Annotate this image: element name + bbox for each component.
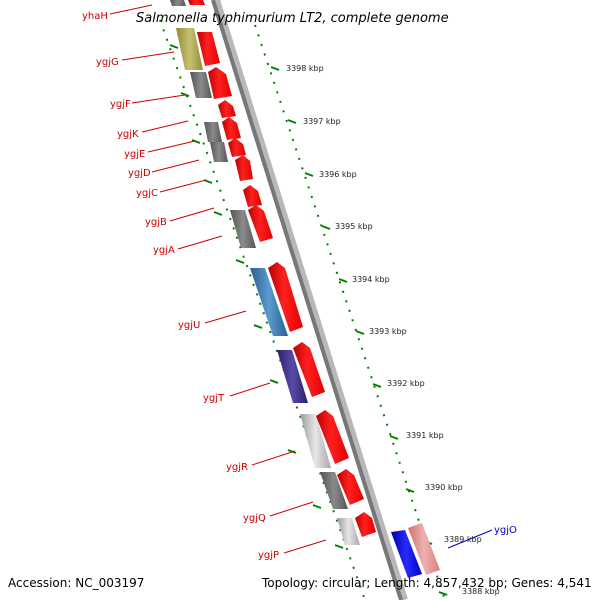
topology-label: Topology: circular; Length: 4,857,432 bp… <box>261 576 592 590</box>
major-ticks <box>169 44 448 596</box>
map-title: Salmonella typhimurium LT2, complete gen… <box>136 11 449 26</box>
gene-label-ygjP[interactable]: ygjP <box>258 550 279 561</box>
gene-arrow[interactable] <box>188 0 205 5</box>
gene-label-ygjF[interactable]: ygjF <box>110 99 131 110</box>
gene-label-ygjR[interactable]: ygjR <box>226 462 248 473</box>
gene-block[interactable] <box>176 28 203 70</box>
gene-arrow[interactable] <box>316 410 349 464</box>
tick-label-3389: 3389 kbp <box>444 535 482 544</box>
gene-arrow[interactable] <box>197 32 220 66</box>
gene-label-ygjK[interactable]: ygjK <box>117 129 139 140</box>
gene-block[interactable] <box>170 0 186 6</box>
gene-label-ygjU[interactable]: ygjU <box>178 320 200 331</box>
gene-label-ygjO[interactable]: ygjO <box>494 525 517 536</box>
gene-label-ygjQ[interactable]: ygjQ <box>243 513 266 524</box>
gene-label-ygjD[interactable]: ygjD <box>128 168 151 179</box>
gene-label-ygjA[interactable]: ygjA <box>153 245 175 256</box>
inner-strand-genes <box>170 0 422 578</box>
gene-label-yhaH[interactable]: yhaH <box>82 11 108 22</box>
gene-arrow[interactable] <box>268 262 303 332</box>
gene-arrow[interactable] <box>408 523 440 575</box>
gene-block[interactable] <box>277 350 308 403</box>
gene-arrow[interactable] <box>293 342 325 397</box>
gene-label-ygjT[interactable]: ygjT <box>203 393 225 404</box>
gene-arrow[interactable] <box>337 469 364 505</box>
tick-label-3393: 3393 kbp <box>369 327 407 336</box>
tick-label-3391: 3391 kbp <box>406 431 444 440</box>
tick-label-3395: 3395 kbp <box>335 222 373 231</box>
gene-arrow[interactable] <box>208 67 232 99</box>
gene-block[interactable] <box>320 472 348 509</box>
gene-arrow[interactable] <box>222 117 241 140</box>
gene-block[interactable] <box>230 210 256 248</box>
gene-arrow[interactable] <box>243 185 262 207</box>
outer-strand-genes <box>188 0 440 575</box>
tick-label-3388: 3388 kbp <box>462 587 500 596</box>
tick-label-3390: 3390 kbp <box>425 483 463 492</box>
gene-block[interactable] <box>300 414 331 468</box>
tick-label-3398: 3398 kbp <box>286 64 324 73</box>
tick-label-3396: 3396 kbp <box>319 170 357 179</box>
gene-block[interactable] <box>250 268 288 336</box>
gene-label-ygjC[interactable]: ygjC <box>136 188 158 199</box>
tick-label-3392: 3392 kbp <box>387 379 425 388</box>
gene-arrow[interactable] <box>355 512 376 537</box>
gene-block[interactable] <box>391 530 422 578</box>
gene-arrow[interactable] <box>235 155 253 181</box>
gene-label-leaders <box>109 4 327 554</box>
gene-block[interactable] <box>337 518 360 545</box>
genome-backbone <box>211 0 403 600</box>
gene-block[interactable] <box>190 72 212 98</box>
tick-label-3394: 3394 kbp <box>352 275 390 284</box>
gene-arrow[interactable] <box>218 100 236 118</box>
gene-label-ygjG[interactable]: ygjG <box>96 57 119 68</box>
tick-label-3397: 3397 kbp <box>303 117 341 126</box>
gene-label-ygjB[interactable]: ygjB <box>145 217 167 228</box>
gene-block[interactable] <box>210 142 228 162</box>
genome-backbone-shadow <box>212 0 408 600</box>
gene-arrow[interactable] <box>228 138 246 157</box>
accession-label: Accession: NC_003197 <box>8 576 144 590</box>
gene-block[interactable] <box>204 122 222 142</box>
gene-label-leader-blue <box>447 529 493 549</box>
gene-label-ygjE[interactable]: ygjE <box>124 149 145 160</box>
gene-arrow[interactable] <box>248 205 273 242</box>
outer-tick-track <box>254 24 446 600</box>
